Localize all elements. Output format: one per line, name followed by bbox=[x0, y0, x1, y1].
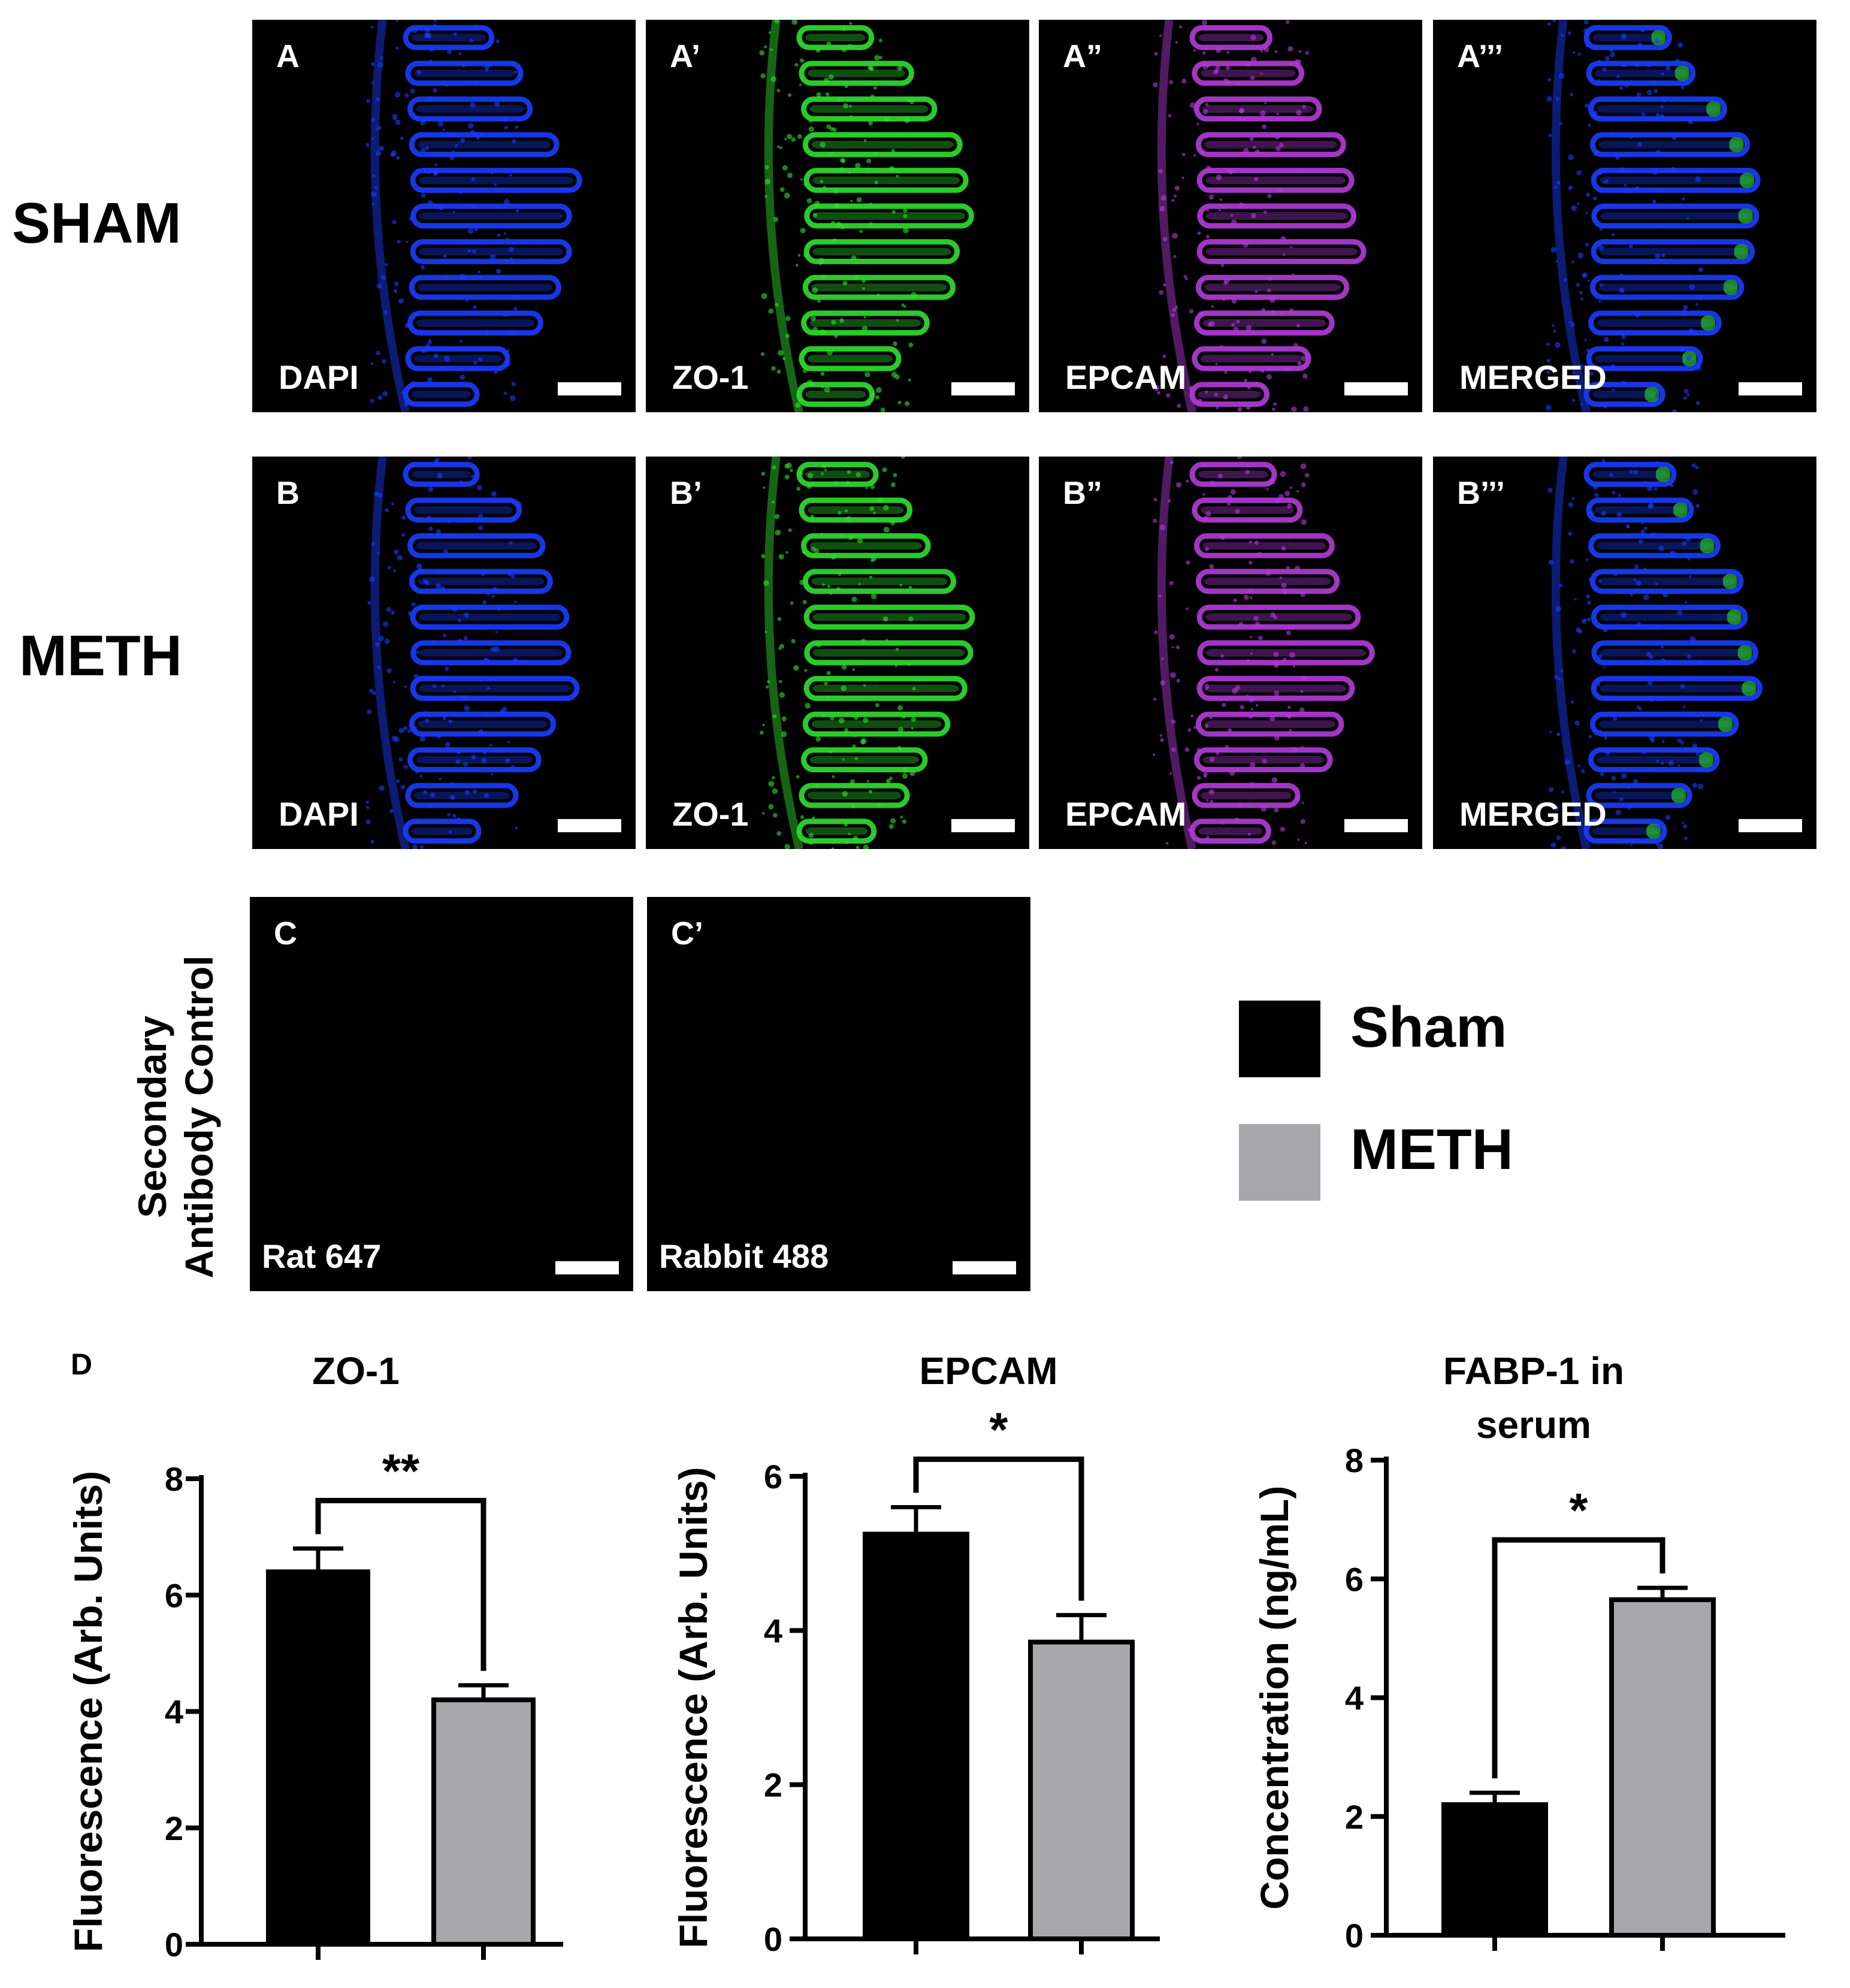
panel-label: A’ bbox=[670, 38, 701, 74]
panel-label: C’ bbox=[671, 916, 703, 951]
stain-label: DAPI bbox=[279, 358, 359, 396]
y-tick-label: 2 bbox=[165, 1809, 183, 1847]
panel-label: A’’’ bbox=[1457, 38, 1504, 74]
legend-label-meth: METH bbox=[1350, 1117, 1513, 1182]
chart-title: serum bbox=[1476, 1403, 1591, 1446]
y-axis-label: Fluorescence (Arb. Units) bbox=[66, 1471, 110, 1952]
panel-label: A bbox=[276, 38, 300, 74]
scale-bar bbox=[558, 819, 621, 832]
stain-label: Rabbit 488 bbox=[659, 1237, 829, 1275]
y-tick-label: 4 bbox=[1345, 1679, 1364, 1717]
chart-title: ZO-1 bbox=[312, 1349, 400, 1392]
panel-a0-image: A DAPI bbox=[252, 20, 636, 412]
y-tick-label: 6 bbox=[165, 1576, 183, 1614]
legend-label-sham: Sham bbox=[1350, 995, 1507, 1059]
stain-label: MERGED bbox=[1459, 358, 1607, 396]
bar-sham bbox=[266, 1569, 370, 1947]
stain-label: MERGED bbox=[1459, 795, 1607, 833]
panel-a2-image: A” EPCAM bbox=[1039, 20, 1422, 412]
panel-label: B’’’ bbox=[1457, 475, 1505, 511]
scale-bar bbox=[1739, 382, 1802, 395]
panel-label-d: D bbox=[71, 1348, 93, 1381]
panel-label: B’ bbox=[670, 475, 702, 511]
panel-b1-image: B’ ZO-1 bbox=[646, 457, 1029, 849]
panel-a3-image: A’’’ MERGED bbox=[1433, 20, 1816, 412]
y-tick-label: 0 bbox=[1345, 1917, 1364, 1954]
significance-bracket bbox=[913, 1456, 1084, 1601]
y-tick-label: 6 bbox=[1345, 1560, 1364, 1598]
row-label-secondary-control: Secondary Antibody Control bbox=[130, 955, 221, 1279]
bar-meth bbox=[1028, 1639, 1135, 1942]
legend: Sham METH bbox=[1239, 995, 1598, 1210]
significance-marker: * bbox=[989, 1403, 1008, 1456]
row-label-meth: METH bbox=[19, 624, 182, 688]
y-tick-label: 6 bbox=[764, 1458, 782, 1495]
stain-label: Rat 647 bbox=[262, 1237, 382, 1275]
panel-c0-image: C Rat 647 bbox=[250, 897, 633, 1291]
legend-swatch-meth bbox=[1239, 1124, 1320, 1201]
panel-label: C bbox=[274, 916, 297, 951]
y-axis-label: Concentration (ng/mL) bbox=[1252, 1486, 1296, 1910]
y-tick-label: 4 bbox=[764, 1612, 782, 1649]
y-tick-label: 0 bbox=[764, 1920, 782, 1958]
panel-a1-image: A’ ZO-1 bbox=[646, 20, 1029, 412]
bar-sham bbox=[863, 1531, 969, 1941]
scale-bar bbox=[558, 382, 621, 395]
bar-sham bbox=[1441, 1802, 1548, 1938]
chart-title: EPCAM bbox=[919, 1349, 1057, 1392]
legend-swatch-sham bbox=[1239, 1001, 1320, 1077]
stain-label: ZO-1 bbox=[672, 795, 749, 833]
significance-bracket bbox=[315, 1498, 486, 1671]
stain-label: DAPI bbox=[279, 795, 359, 833]
y-tick-label: 2 bbox=[1345, 1798, 1364, 1836]
y-tick-label: 8 bbox=[1345, 1442, 1364, 1479]
panel-label: B bbox=[276, 475, 300, 511]
scale-bar bbox=[951, 819, 1015, 832]
stain-label: EPCAM bbox=[1065, 795, 1187, 833]
significance-bracket bbox=[1492, 1537, 1665, 1779]
row-label-sham: SHAM bbox=[12, 191, 182, 255]
scale-bar bbox=[953, 1261, 1016, 1274]
scale-bar bbox=[1739, 819, 1802, 832]
scale-bar bbox=[951, 382, 1015, 395]
panel-label: B” bbox=[1063, 475, 1102, 511]
panel-b2-image: B” EPCAM bbox=[1039, 457, 1422, 849]
chart-title: FABP-1 in bbox=[1443, 1349, 1624, 1392]
y-tick-label: 8 bbox=[165, 1460, 183, 1498]
y-axis-label: Fluorescence (Arb. Units) bbox=[671, 1467, 715, 1948]
significance-marker: ** bbox=[382, 1445, 420, 1498]
bar-meth bbox=[431, 1697, 536, 1947]
panel-b0-image: B DAPI bbox=[252, 457, 636, 849]
y-tick-label: 0 bbox=[165, 1926, 183, 1963]
bar-meth bbox=[1609, 1597, 1716, 1938]
panel-c1-image: C’ Rabbit 488 bbox=[647, 897, 1030, 1291]
stain-label: ZO-1 bbox=[672, 358, 749, 396]
stain-label: EPCAM bbox=[1065, 358, 1187, 396]
y-tick-label: 2 bbox=[764, 1766, 782, 1804]
y-tick-label: 4 bbox=[165, 1693, 183, 1731]
significance-marker: * bbox=[1569, 1484, 1588, 1537]
scale-bar bbox=[1344, 819, 1408, 832]
panel-label: A” bbox=[1063, 38, 1102, 74]
scale-bar bbox=[1344, 382, 1408, 395]
scale-bar bbox=[555, 1261, 619, 1274]
panel-b3-image: B’’’ MERGED bbox=[1433, 457, 1816, 849]
